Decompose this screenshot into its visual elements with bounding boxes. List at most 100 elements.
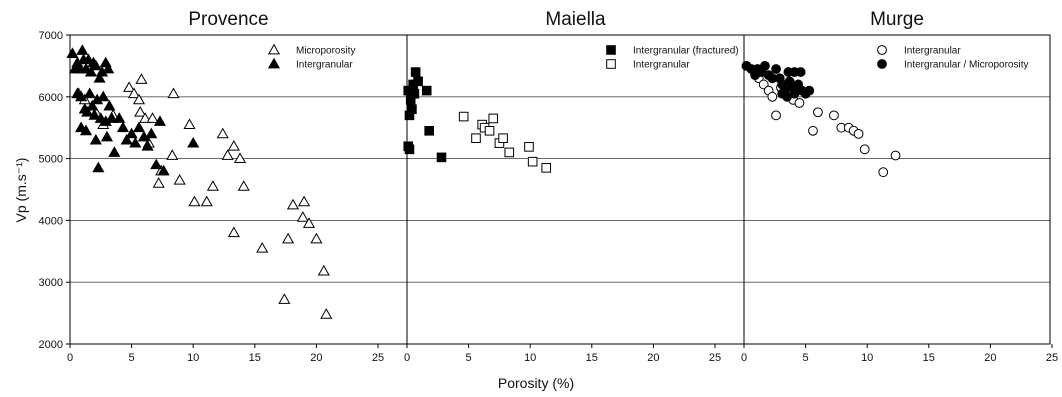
data-point xyxy=(134,106,147,117)
x-tick-label: 25 xyxy=(709,352,721,364)
data-point xyxy=(771,110,781,121)
x-tick-label: 5 xyxy=(466,352,472,364)
plot-frame xyxy=(743,34,1051,345)
data-point xyxy=(436,152,447,163)
data-point xyxy=(829,110,839,121)
data-point xyxy=(66,47,79,58)
data-point xyxy=(200,195,213,207)
data-point xyxy=(233,152,247,163)
legend-marker xyxy=(267,57,281,69)
data-point xyxy=(75,90,88,102)
data-point xyxy=(413,76,423,87)
data-point xyxy=(407,104,417,114)
data-point xyxy=(404,144,415,155)
data-point xyxy=(188,195,201,207)
data-point xyxy=(146,112,159,123)
data-point xyxy=(88,109,101,120)
panels-layer: 0 5 10 15 20 25200030004000500060007000Proven… xyxy=(39,9,1059,364)
data-point xyxy=(128,87,141,99)
data-point xyxy=(878,167,889,178)
series-intergranular xyxy=(66,44,200,176)
data-point xyxy=(167,87,180,99)
data-point xyxy=(92,161,105,173)
data-point xyxy=(129,136,142,148)
data-point xyxy=(150,158,163,170)
data-point xyxy=(100,130,114,142)
legend-marker xyxy=(877,59,887,69)
data-point xyxy=(421,85,432,96)
x-tick-label: 0 xyxy=(741,352,747,364)
x-tick-label: 25 xyxy=(372,352,384,364)
data-point xyxy=(141,140,154,151)
data-point xyxy=(320,308,333,319)
data-point xyxy=(89,59,102,71)
panel-title: Maiella xyxy=(545,9,606,30)
x-tick-label: 5 xyxy=(129,352,135,364)
legend: Intergranular Intergranular / Microporosi… xyxy=(877,45,1029,71)
panel-provence: 0 5 10 15 20 25 2000 3000 4000 5000 6000 7000 Proven… xyxy=(39,9,408,364)
legend-label: Intergranular xyxy=(296,60,353,71)
data-point xyxy=(458,111,469,122)
data-point xyxy=(132,121,146,133)
data-point xyxy=(183,118,196,130)
data-point xyxy=(89,133,102,145)
data-point xyxy=(105,112,118,123)
x-tick-label: 20 xyxy=(984,352,996,364)
data-point xyxy=(813,107,823,118)
data-point xyxy=(504,147,515,158)
data-point xyxy=(227,140,240,151)
data-point xyxy=(777,88,788,99)
data-point xyxy=(84,65,98,77)
legend-label: Intergranular xyxy=(633,60,690,71)
y-tick-label: 6000 xyxy=(39,92,63,104)
data-point xyxy=(132,93,146,105)
data-point xyxy=(157,164,170,176)
data-point xyxy=(792,82,802,93)
y-tick-label: 3000 xyxy=(39,277,63,289)
data-point xyxy=(152,177,165,188)
data-point xyxy=(125,127,138,139)
data-point xyxy=(278,293,291,304)
data-point xyxy=(135,73,148,84)
data-point xyxy=(166,149,179,160)
x-tick-label: 15 xyxy=(586,352,598,364)
data-point xyxy=(113,112,126,123)
y-tick-label: 5000 xyxy=(39,154,63,166)
data-point xyxy=(410,67,421,77)
data-point xyxy=(108,146,121,157)
data-point xyxy=(302,217,316,228)
data-point xyxy=(484,125,495,136)
series-microporosity xyxy=(72,73,333,319)
panel-title: Murge xyxy=(870,9,924,30)
data-point xyxy=(187,136,200,148)
data-point xyxy=(97,90,110,102)
data-point xyxy=(145,127,158,139)
legend-marker xyxy=(267,43,281,55)
x-tick-label: 0 xyxy=(67,352,73,364)
data-point xyxy=(102,62,115,74)
data-point xyxy=(86,99,99,111)
data-point xyxy=(216,127,229,139)
data-point xyxy=(794,98,805,108)
data-point xyxy=(103,99,116,111)
y-tick-label: 2000 xyxy=(39,339,63,351)
x-tick-label: 0 xyxy=(404,352,410,364)
data-point xyxy=(804,85,815,96)
x-tick-label: 25 xyxy=(1046,352,1058,364)
legend-label: Intergranular xyxy=(904,46,961,57)
x-tick-label: 15 xyxy=(923,352,935,364)
legend-marker xyxy=(877,45,887,55)
data-point xyxy=(79,124,93,136)
data-point xyxy=(173,174,186,185)
data-point xyxy=(237,180,250,191)
data-point xyxy=(256,242,269,253)
data-point xyxy=(298,195,311,207)
data-point xyxy=(524,142,534,152)
data-point xyxy=(498,133,508,144)
data-point xyxy=(76,44,89,55)
data-point xyxy=(81,106,94,117)
legend-label: Microporosity xyxy=(296,46,355,57)
data-point xyxy=(296,211,309,222)
